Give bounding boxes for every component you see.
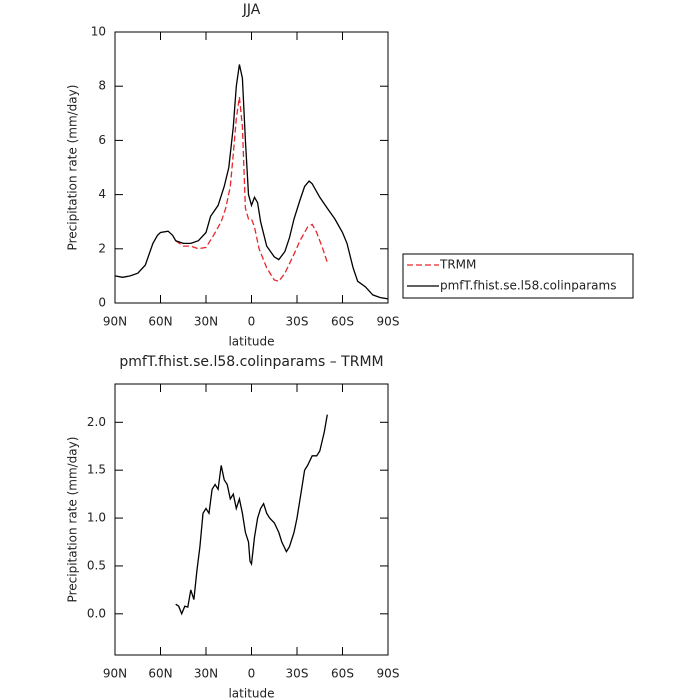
x-tick-label: 0 bbox=[248, 667, 256, 681]
y-tick-label: 0.0 bbox=[87, 606, 106, 620]
legend-label: TRMM bbox=[439, 258, 476, 272]
x-tick-label: 30N bbox=[194, 667, 218, 681]
y-tick-label: 1.0 bbox=[87, 511, 106, 525]
x-tick-label: 30N bbox=[194, 315, 218, 329]
x-tick-label: 90N bbox=[103, 315, 127, 329]
chart-title: pmfT.fhist.se.l58.colinparams – TRMM bbox=[119, 354, 383, 370]
x-tick-label: 90N bbox=[103, 667, 127, 681]
x-tick-label: 0 bbox=[248, 315, 256, 329]
x-tick-label: 60N bbox=[148, 667, 172, 681]
data-line bbox=[175, 414, 328, 616]
data-line bbox=[175, 96, 328, 283]
legend-box bbox=[402, 253, 634, 299]
chart-title: JJA bbox=[242, 2, 261, 18]
x-tick-label: 60S bbox=[331, 315, 354, 329]
x-tick-label: 90S bbox=[377, 667, 400, 681]
legend-label: pmfT.fhist.se.l58.colinparams bbox=[440, 279, 616, 293]
y-tick-label: 4 bbox=[98, 187, 106, 201]
x-axis-label: latitude bbox=[228, 335, 274, 349]
y-tick-label: 1.5 bbox=[87, 463, 106, 477]
x-tick-label: 60S bbox=[331, 667, 354, 681]
y-tick-label: 2.0 bbox=[87, 415, 106, 429]
plot-frame bbox=[114, 383, 389, 656]
x-tick-label: 60N bbox=[148, 315, 172, 329]
y-tick-label: 0.5 bbox=[87, 558, 106, 572]
y-axis-label: Precipitation rate (mm/day) bbox=[66, 437, 80, 603]
y-tick-label: 6 bbox=[98, 133, 106, 147]
y-tick-label: 0 bbox=[98, 296, 106, 310]
data-line bbox=[114, 64, 389, 300]
y-tick-label: 8 bbox=[98, 79, 106, 93]
x-tick-label: 30S bbox=[286, 667, 309, 681]
x-tick-label: 90S bbox=[377, 315, 400, 329]
y-tick-label: 2 bbox=[98, 241, 106, 255]
y-axis-label: Precipitation rate (mm/day) bbox=[66, 85, 80, 251]
plot-frame bbox=[114, 31, 389, 304]
x-axis-label: latitude bbox=[228, 687, 274, 700]
x-tick-label: 30S bbox=[286, 315, 309, 329]
y-tick-label: 10 bbox=[91, 25, 106, 39]
